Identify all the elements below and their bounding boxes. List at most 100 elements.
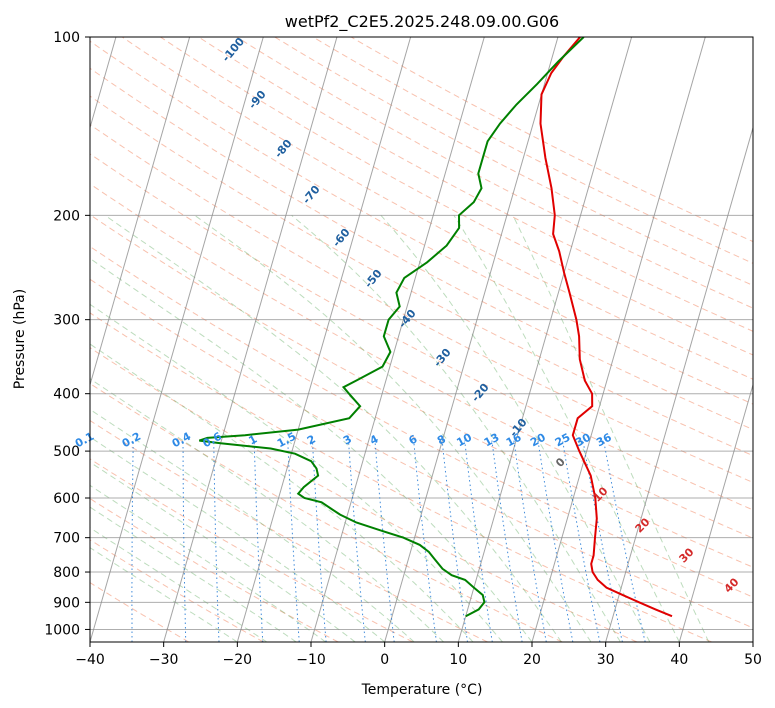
isotherm xyxy=(384,37,559,642)
y-axis-title: Pressure (hPa) xyxy=(12,289,28,389)
dry-adiabat xyxy=(90,245,753,598)
x-tick-label: 10 xyxy=(449,652,467,668)
axis-ticks: −40 −30 −20 −10 0 10 20 30 40 5010020030040050060… xyxy=(44,30,762,668)
profile-lines xyxy=(198,37,673,618)
moist-adiabat xyxy=(90,257,533,642)
mixing-ratio-label: 2 xyxy=(305,432,318,447)
dry-adiabat xyxy=(350,37,753,243)
moist-adiabat-label: 30 xyxy=(677,545,697,565)
x-tick-label: 20 xyxy=(523,652,541,668)
dry-adiabat xyxy=(90,95,753,457)
dry-adiabat-label: -50 xyxy=(362,267,385,291)
x-tick-label: −20 xyxy=(223,652,253,668)
dry-adiabat xyxy=(90,582,190,642)
mixing-ratio-line xyxy=(603,440,646,642)
x-tick-label: 40 xyxy=(670,652,688,668)
moist-adiabat-label: 40 xyxy=(722,575,742,595)
isotherm xyxy=(236,37,412,642)
mixing-ratio-line xyxy=(82,441,87,642)
dewpoint-profile xyxy=(198,37,585,618)
mixing-ratio-label: 30 xyxy=(573,431,593,450)
mixing-ratio-label: 8 xyxy=(435,432,448,447)
background-grid xyxy=(82,37,753,642)
mixing-ratio-label: 25 xyxy=(553,431,573,450)
dry-adiabat xyxy=(90,382,563,642)
mixing-ratio-line xyxy=(213,440,220,642)
isotherm xyxy=(310,37,485,642)
moist-adiabat xyxy=(90,484,326,642)
dry-adiabat-label: -100 xyxy=(219,35,247,65)
dry-adiabat xyxy=(274,37,753,287)
moist-adiabat xyxy=(512,215,710,642)
y-tick-label: 400 xyxy=(53,387,80,403)
dry-adiabat xyxy=(90,347,638,642)
moist-adiabat xyxy=(104,214,562,642)
y-tick-label: 800 xyxy=(53,565,80,581)
mixing-ratio-line xyxy=(413,440,437,642)
mixing-ratio-label: 0.2 xyxy=(120,430,143,451)
mixing-ratio-line xyxy=(287,440,300,642)
dry-adiabat-label: -60 xyxy=(330,226,353,250)
moist-adiabat-label: 20 xyxy=(633,515,653,535)
y-tick-label: 900 xyxy=(53,595,80,611)
mixing-ratio-line xyxy=(562,440,601,642)
dry-adiabat-label: -90 xyxy=(246,88,269,112)
temperature-profile xyxy=(539,37,673,618)
moist-adiabat xyxy=(453,215,680,642)
dry-adiabat-label: -80 xyxy=(272,137,295,161)
isotherm xyxy=(90,37,264,642)
y-tick-label: 500 xyxy=(53,444,80,460)
y-tick-label: 1000 xyxy=(44,622,80,638)
dry-adiabat xyxy=(90,312,712,642)
mixing-ratio-label: 1.5 xyxy=(275,430,298,451)
moist-adiabat xyxy=(380,214,651,642)
mixing-ratio-line xyxy=(131,440,134,642)
isotherm xyxy=(678,383,753,642)
mixing-ratio-label: 16 xyxy=(504,431,524,450)
mixing-ratio-label: 10 xyxy=(454,431,474,450)
isoline-labels: -100-90-80-70-60-50-40-30-20-100.1 0.2 0.4… xyxy=(73,35,742,596)
mixing-ratio-label: 0.6 xyxy=(201,430,225,451)
moist-adiabat xyxy=(90,461,356,642)
y-tick-label: 100 xyxy=(53,30,80,46)
y-tick-label: 200 xyxy=(53,208,80,224)
dry-adiabat xyxy=(90,419,488,642)
dry-adiabat-label: -40 xyxy=(396,307,419,331)
x-tick-label: 0 xyxy=(380,652,389,668)
chart-title: wetPf2_C2E5.2025.248.09.00.G06 xyxy=(285,12,559,32)
moist-adiabat xyxy=(90,506,297,642)
mixing-ratio-label: 6 xyxy=(407,432,420,447)
mixing-ratio-label: 20 xyxy=(528,431,548,450)
x-tick-label: 30 xyxy=(597,652,615,668)
dry-adiabat xyxy=(90,278,753,629)
isotherm xyxy=(90,37,191,387)
moist-adiabat-label: 0 xyxy=(553,455,568,470)
x-tick-label: −30 xyxy=(149,652,179,668)
mixing-ratio-line xyxy=(464,440,493,642)
dry-adiabat xyxy=(90,498,339,642)
moist-adiabat xyxy=(291,214,621,642)
moist-adiabat xyxy=(90,527,268,642)
dry-adiabat xyxy=(236,37,753,309)
mixing-ratio-line xyxy=(582,440,623,642)
y-tick-label: 600 xyxy=(53,491,80,507)
isotherm xyxy=(605,125,753,642)
dry-adiabat xyxy=(90,458,414,642)
x-tick-label: −10 xyxy=(296,652,326,668)
dry-adiabat xyxy=(90,539,264,642)
dry-adiabat-label: -20 xyxy=(469,381,492,405)
y-tick-label: 300 xyxy=(53,313,80,329)
dry-adiabat xyxy=(90,153,753,511)
dry-adiabat-label: -30 xyxy=(431,346,454,370)
mixing-ratio-label: 0.4 xyxy=(170,430,194,451)
mixing-ratio-line xyxy=(182,440,187,642)
moist-adiabat xyxy=(90,378,444,642)
isotherm xyxy=(163,37,338,642)
mixing-ratio-line xyxy=(348,440,366,642)
x-tick-label: −40 xyxy=(75,652,105,668)
mixing-ratio-line xyxy=(441,440,468,642)
dry-adiabat xyxy=(198,37,753,332)
mixing-ratio-line xyxy=(374,440,395,642)
mixing-ratio-label: 36 xyxy=(594,431,614,450)
mixing-ratio-label: 13 xyxy=(482,431,502,450)
